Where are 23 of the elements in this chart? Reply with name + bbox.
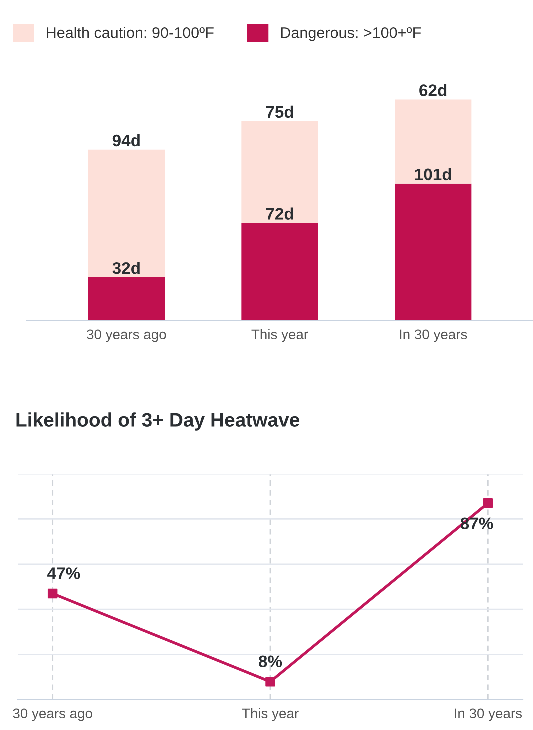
- x-tick-label: In 30 years: [455, 708, 522, 722]
- bar: [88, 150, 165, 278]
- bar: [88, 278, 165, 321]
- data-label: 62d: [420, 84, 447, 96]
- chart-title: Likelihood of 3+ Day Heatwave: [16, 412, 300, 431]
- data-label: 47%: [48, 568, 80, 580]
- data-label: 75d: [266, 106, 294, 118]
- legend-label: Dangerous: >100+ºF: [281, 27, 422, 42]
- data-label: 8%: [258, 656, 282, 668]
- data-label: 101d: [415, 168, 452, 181]
- bar: [242, 121, 318, 224]
- x-tick-label: This year: [242, 708, 299, 722]
- legend-label: Health caution: 90-100ºF: [47, 27, 214, 38]
- data-label: 72d: [266, 208, 294, 220]
- bar: [395, 184, 472, 321]
- x-tick-label: In 30 years: [400, 330, 468, 342]
- bar: [242, 223, 318, 321]
- x-tick-label: This year: [252, 329, 308, 342]
- bar: [395, 100, 472, 184]
- x-tick-label: 30 years ago: [13, 708, 92, 722]
- data-label: 32d: [112, 262, 140, 274]
- data-label: 94d: [112, 134, 140, 147]
- x-tick-label: 30 years ago: [87, 330, 166, 342]
